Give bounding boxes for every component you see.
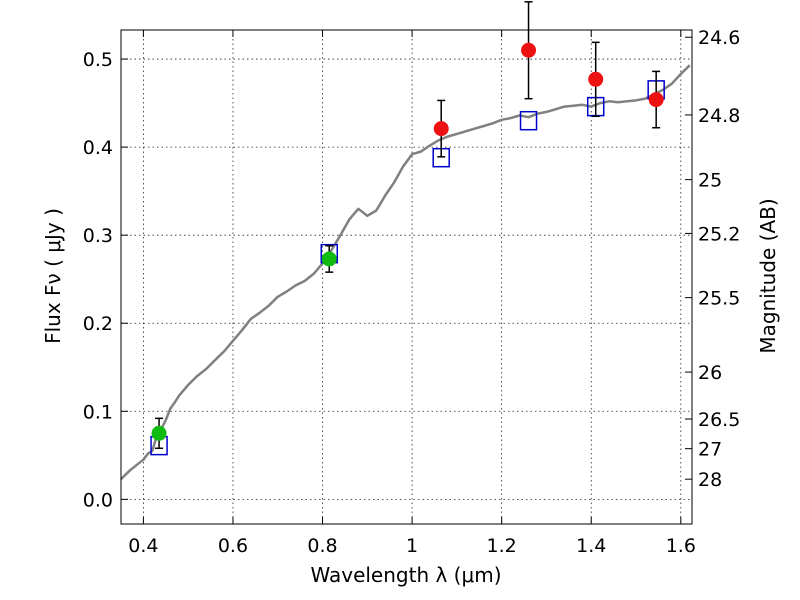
red-data-point	[433, 121, 449, 137]
sed-curve	[120, 64, 691, 480]
y-tick-label: 0.3	[83, 225, 113, 247]
x-axis-label: Wavelength λ (μm)	[310, 563, 501, 587]
mag-tick-label: 26.5	[698, 409, 740, 431]
x-tick-label: 0.4	[128, 535, 158, 557]
x-tick-label: 1.6	[666, 535, 696, 557]
x-tick-label: 1.4	[576, 535, 606, 557]
mag-tick-label: 25.2	[698, 223, 740, 245]
mag-tick-label: 24.6	[698, 27, 740, 49]
mag-tick-label: 25	[698, 170, 722, 192]
red-data-point	[648, 92, 664, 108]
y-tick-label: 0.0	[83, 489, 113, 511]
y-tick-label: 0.5	[83, 49, 113, 71]
y-tick-label: 0.2	[83, 313, 113, 335]
mag-tick-label: 24.8	[698, 105, 740, 127]
red-data-point	[521, 42, 537, 58]
tick-labels: 0.4 0.6 0.8 1 1.2 1.4 1.6 0.0 0.1 0.2 0.3 0.4 0.5 24.…	[83, 27, 741, 557]
model-squares-group	[150, 80, 665, 456]
green-data-point	[321, 251, 337, 267]
mag-tick-label: 26	[698, 362, 722, 384]
y-tick-label: 0.1	[83, 401, 113, 423]
sed-curve-group	[120, 64, 691, 480]
mag-tick-label: 28	[698, 469, 722, 491]
plot-frame	[120, 29, 693, 525]
x-tick-label: 0.6	[218, 535, 248, 557]
model-square	[519, 110, 538, 131]
x-tick-label: 1	[406, 535, 418, 557]
data-points-group	[151, 1, 664, 450]
mag-tick-label: 25.5	[698, 288, 740, 310]
ticks	[121, 30, 692, 524]
x-tick-label: 0.8	[307, 535, 337, 557]
y-tick-label: 0.4	[83, 137, 113, 159]
green-data-point	[151, 425, 167, 441]
mag-tick-label: 27	[698, 439, 722, 461]
y-axis-label: Flux Fν ( μJy )	[41, 208, 65, 344]
y2-axis-label: Magnitude (AB)	[756, 198, 780, 353]
grid	[121, 30, 692, 524]
x-tick-label: 1.2	[487, 535, 517, 557]
red-data-point	[588, 71, 604, 87]
